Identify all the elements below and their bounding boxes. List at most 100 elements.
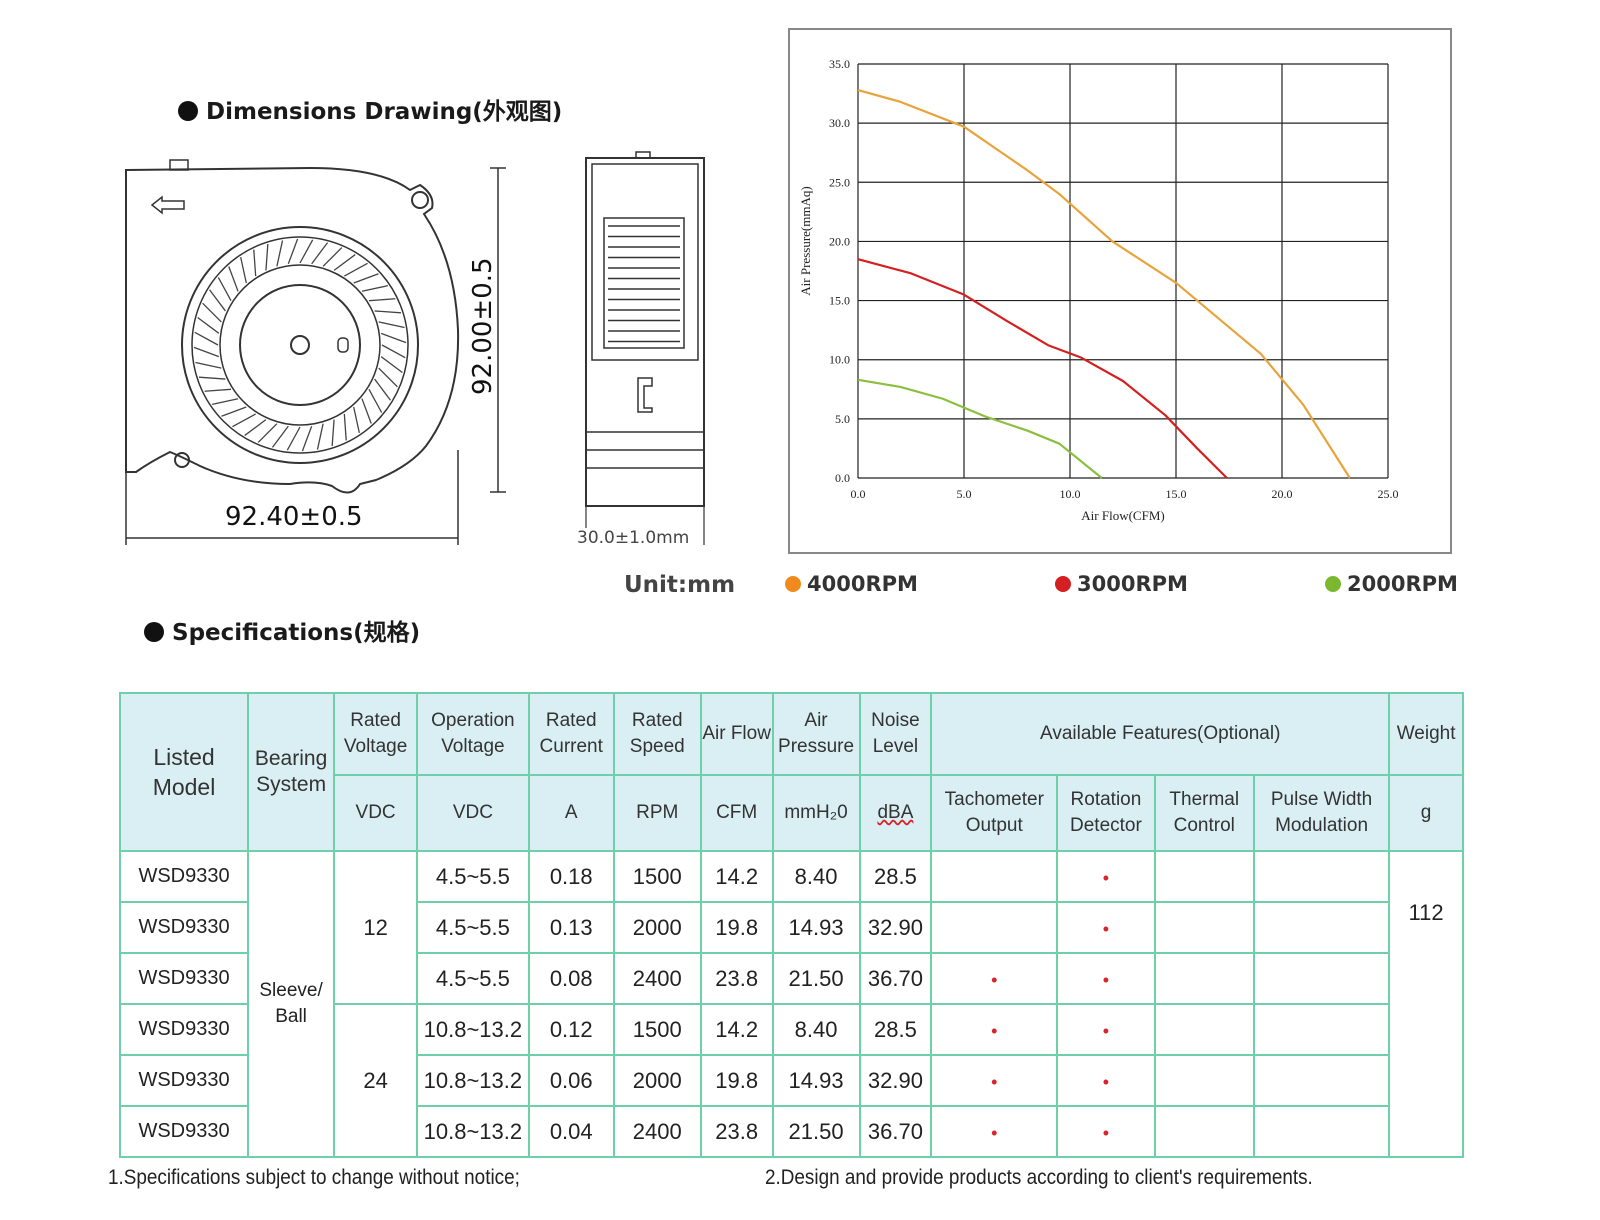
unit-noise-level: dBA — [858, 774, 933, 852]
feature-bullet-icon: • — [1102, 918, 1110, 939]
header-operation-voltage: Operation Voltage — [416, 692, 530, 776]
y-tick-label: 35.0 — [829, 57, 850, 71]
cell-air-pressure: 14.93 — [771, 901, 861, 954]
header-listed-model: Listed Model — [118, 692, 250, 852]
cell-air-pressure: 8.40 — [771, 850, 861, 903]
header-air-flow: Air Flow — [699, 692, 774, 776]
cell-speed: 2400 — [612, 952, 702, 1005]
dimensions-heading: Dimensions Drawing(外观图) — [178, 92, 562, 126]
cell-feature-thermal — [1153, 952, 1255, 1005]
cell-noise: 36.70 — [858, 1105, 933, 1158]
cell-current: 0.12 — [527, 1003, 615, 1056]
legend-dot-icon — [1325, 576, 1341, 592]
y-tick-label: 15.0 — [829, 294, 850, 308]
cell-rated-voltage: 12 — [333, 850, 419, 1005]
cell-rated-voltage: 24 — [333, 1003, 419, 1158]
header-available-features: Available Features(Optional) — [930, 692, 1391, 776]
legend-dot-icon — [785, 576, 801, 592]
cell-air-flow: 23.8 — [699, 1105, 774, 1158]
cell-speed: 2400 — [612, 1105, 702, 1158]
cell-speed: 2000 — [612, 901, 702, 954]
cell-feature-rot: • — [1056, 952, 1156, 1005]
header-bearing-system: Bearing System — [247, 692, 336, 852]
legend-2000rpm: 2000RPM — [1325, 572, 1458, 596]
header-noise-level: Noise Level — [858, 692, 933, 776]
feature-rotation-detector: Rotation Detector — [1056, 774, 1156, 852]
cell-noise: 28.5 — [858, 850, 933, 903]
feature-thermal-control: Thermal Control — [1153, 774, 1255, 852]
table-row: WSD9330 4.5~5.5 0.08 2400 23.8 21.50 36.70 • • — [118, 952, 1463, 1005]
unit-rated-current: A — [527, 774, 615, 852]
legend-4000rpm: 4000RPM — [785, 572, 918, 596]
cell-model: WSD9330 — [118, 850, 250, 903]
unit-air-pressure: mmH₂0 — [771, 774, 861, 852]
feature-bullet-icon: • — [1102, 969, 1110, 990]
cell-feature-pwm — [1252, 901, 1391, 954]
table-row: WSD9330 10.8~13.2 0.06 2000 19.8 14.93 32.90 • • — [118, 1054, 1463, 1107]
cell-current: 0.13 — [527, 901, 615, 954]
cell-feature-thermal — [1153, 850, 1255, 903]
cell-air-pressure: 21.50 — [771, 952, 861, 1005]
header-rated-speed: Rated Speed — [612, 692, 702, 776]
fan-side-view — [585, 151, 705, 545]
specifications-table: Listed Model Bearing System Rated Voltag… — [118, 692, 1464, 1158]
cell-feature-pwm — [1252, 952, 1391, 1005]
feature-tachometer: Tachometer Output — [930, 774, 1059, 852]
cell-current: 0.04 — [527, 1105, 615, 1158]
feature-bullet-icon: • — [991, 1071, 998, 1092]
feature-bullet-icon: • — [1102, 867, 1110, 888]
cell-noise: 32.90 — [858, 1054, 933, 1107]
x-tick-label: 20.0 — [1272, 487, 1293, 501]
cell-operation-voltage: 10.8~13.2 — [416, 1105, 530, 1158]
cell-operation-voltage: 10.8~13.2 — [416, 1003, 530, 1056]
cell-operation-voltage: 10.8~13.2 — [416, 1054, 530, 1107]
cell-weight: 112 — [1388, 850, 1464, 1158]
cell-feature-rot: • — [1056, 901, 1156, 954]
legend-dot-icon — [1055, 576, 1071, 592]
cell-operation-voltage: 4.5~5.5 — [416, 850, 530, 903]
cell-feature-pwm — [1252, 1003, 1391, 1056]
cell-model: WSD9330 — [118, 952, 250, 1005]
cell-feature-thermal — [1153, 901, 1255, 954]
cell-current: 0.06 — [527, 1054, 615, 1107]
cell-air-pressure: 14.93 — [771, 1054, 861, 1107]
cell-speed: 1500 — [612, 1003, 702, 1056]
unit-rated-speed: RPM — [612, 774, 702, 852]
x-tick-label: 0.0 — [851, 487, 866, 501]
feature-bullet-icon: • — [991, 1020, 998, 1041]
height-dimension-label: 92.00±0.5 — [468, 257, 498, 395]
y-tick-label: 30.0 — [829, 116, 850, 130]
cell-air-flow: 14.2 — [699, 1003, 774, 1056]
cell-feature-thermal — [1153, 1105, 1255, 1158]
feature-bullet-icon: • — [1102, 1020, 1110, 1041]
header-rated-voltage: Rated Voltage — [333, 692, 419, 776]
feature-bullet-icon: • — [1102, 1071, 1110, 1092]
feature-pwm: Pulse Width Modulation — [1252, 774, 1391, 852]
unit-air-flow: CFM — [699, 774, 774, 852]
unit-operation-voltage: VDC — [416, 774, 530, 852]
cell-feature-thermal — [1153, 1054, 1255, 1107]
y-tick-label: 0.0 — [835, 471, 850, 485]
width-dimension-label: 92.40±0.5 — [225, 502, 363, 532]
cell-air-flow: 19.8 — [699, 901, 774, 954]
feature-bullet-icon: • — [991, 969, 998, 990]
y-tick-label: 10.0 — [829, 353, 850, 367]
table-row: WSD9330 24 10.8~13.2 0.12 1500 14.2 8.40 28.5 • • — [118, 1003, 1463, 1158]
table-row: WSD9330 4.5~5.5 0.13 2000 19.8 14.93 32.90 • — [118, 901, 1463, 954]
unit-rated-voltage: VDC — [333, 774, 419, 852]
unit-label: Unit:mm — [624, 572, 736, 598]
cell-noise: 28.5 — [858, 1003, 933, 1056]
header-rated-current: Rated Current — [527, 692, 615, 776]
feature-bullet-icon: • — [1102, 1122, 1110, 1143]
note-2: 2.Design and provide products according … — [765, 1166, 1313, 1189]
y-tick-label: 25.0 — [829, 175, 850, 189]
cell-air-pressure: 21.50 — [771, 1105, 861, 1158]
x-tick-label: 25.0 — [1378, 487, 1399, 501]
cell-model: WSD9330 — [118, 1105, 250, 1158]
cell-feature-tach: • — [930, 1105, 1059, 1158]
cell-feature-tach: • — [930, 952, 1059, 1005]
cell-feature-thermal — [1153, 1003, 1255, 1056]
cell-feature-tach: • — [930, 1003, 1059, 1056]
cell-noise: 36.70 — [858, 952, 933, 1005]
cell-speed: 1500 — [612, 850, 702, 903]
